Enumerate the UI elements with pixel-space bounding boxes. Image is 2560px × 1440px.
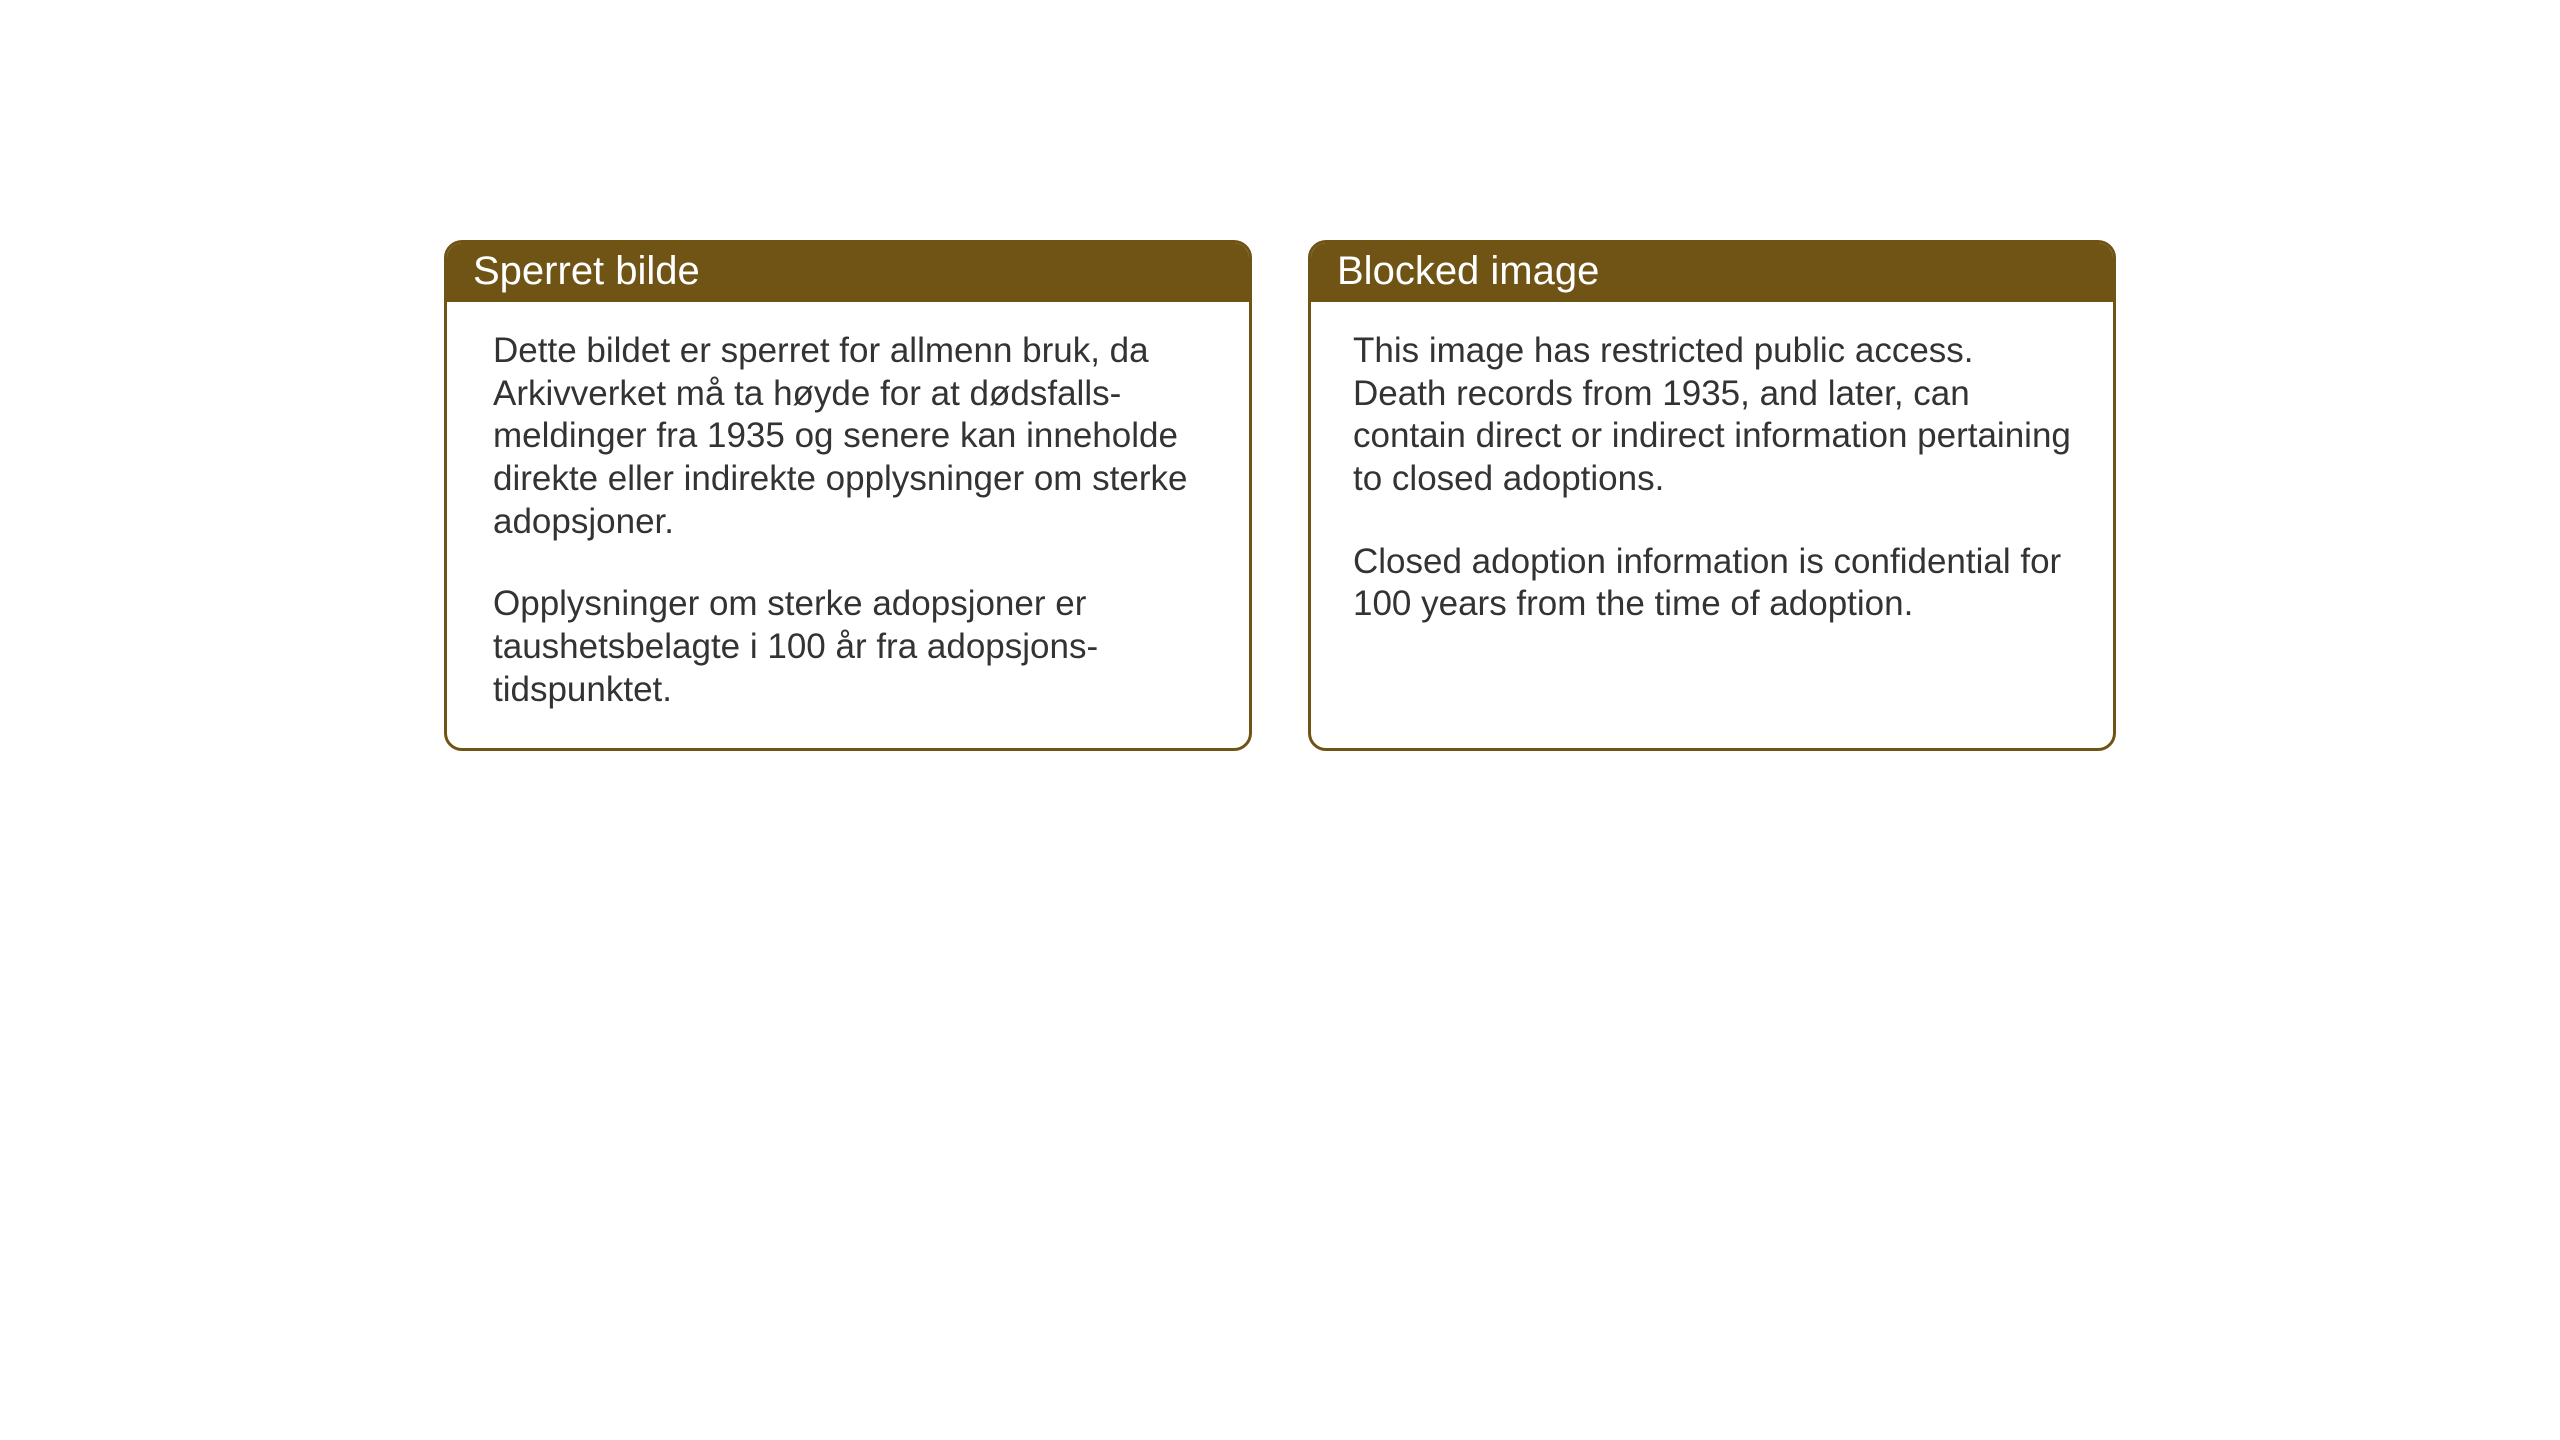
notice-title-norwegian: Sperret bilde	[473, 249, 700, 293]
notice-paragraph-1-norwegian: Dette bildet er sperret for allmenn bruk…	[493, 330, 1207, 543]
notice-header-english: Blocked image	[1311, 243, 2113, 302]
notice-container: Sperret bilde Dette bildet er sperret fo…	[444, 240, 2116, 751]
notice-body-norwegian: Dette bildet er sperret for allmenn bruk…	[447, 302, 1249, 748]
notice-box-norwegian: Sperret bilde Dette bildet er sperret fo…	[444, 240, 1252, 751]
notice-box-english: Blocked image This image has restricted …	[1308, 240, 2116, 751]
notice-paragraph-2-english: Closed adoption information is confident…	[1353, 541, 2075, 626]
notice-body-english: This image has restricted public access.…	[1311, 302, 2113, 662]
notice-paragraph-2-norwegian: Opplysninger om sterke adopsjoner er tau…	[493, 583, 1207, 711]
notice-paragraph-1-english: This image has restricted public access.…	[1353, 330, 2075, 501]
notice-title-english: Blocked image	[1337, 249, 1599, 293]
notice-header-norwegian: Sperret bilde	[447, 243, 1249, 302]
